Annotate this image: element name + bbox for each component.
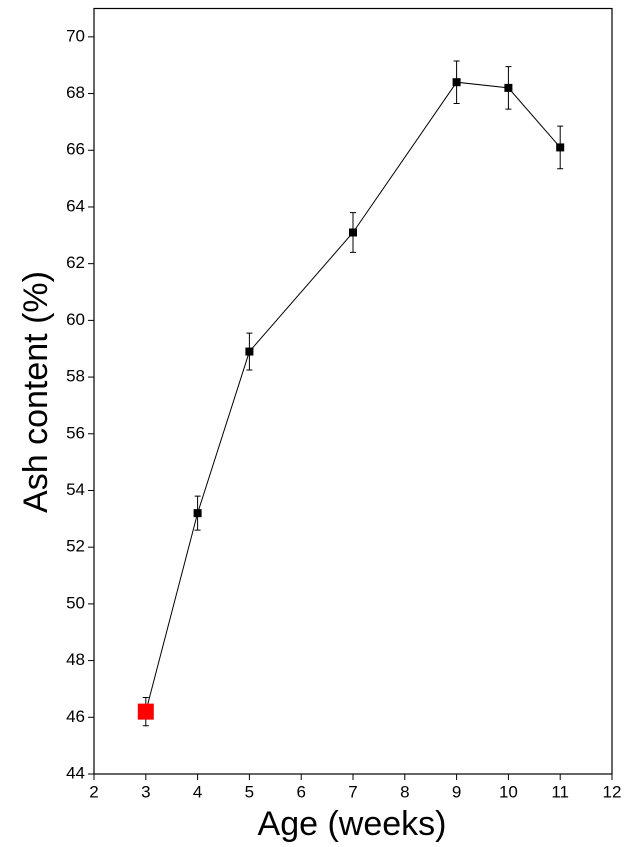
y-tick-label: 58 (66, 367, 85, 386)
y-tick-label: 62 (66, 253, 85, 272)
data-point (504, 83, 513, 92)
data-point (193, 509, 202, 518)
y-tick-label: 50 (66, 593, 85, 612)
x-tick-label: 7 (348, 782, 357, 801)
data-point (556, 143, 565, 152)
x-tick-label: 8 (400, 782, 409, 801)
data-point (245, 347, 254, 356)
data-point (452, 78, 461, 87)
y-tick-label: 68 (66, 83, 85, 102)
plot-frame (93, 7, 613, 775)
y-tick-label: 54 (66, 480, 85, 499)
x-tick-label: 11 (551, 782, 569, 801)
x-tick-label: 6 (296, 782, 305, 801)
x-tick-label: 4 (193, 782, 202, 801)
data-point (349, 228, 357, 237)
y-tick-label: 52 (66, 537, 85, 556)
data-line (145, 81, 561, 712)
x-tick-label: 2 (89, 782, 98, 801)
y-axis-title: Ash content (%) (17, 271, 55, 513)
y-tick-label: 56 (66, 423, 85, 442)
x-tick-label: 9 (452, 782, 461, 801)
x-tick-label: 12 (603, 782, 622, 801)
y-tick-label: 48 (66, 650, 85, 669)
x-tick-label: 10 (499, 782, 518, 801)
y-tick-label: 44 (66, 763, 85, 782)
y-tick-label: 64 (66, 196, 85, 215)
x-axis-title: Age (weeks) (258, 805, 447, 843)
y-tick-label: 60 (66, 310, 85, 329)
y-tick-label: 46 (66, 707, 85, 726)
data-point (137, 703, 154, 720)
x-tick-label: 5 (245, 782, 254, 801)
y-tick-label: 66 (66, 140, 85, 159)
y-tick-label: 70 (66, 26, 85, 45)
x-tick-label: 3 (141, 782, 150, 801)
